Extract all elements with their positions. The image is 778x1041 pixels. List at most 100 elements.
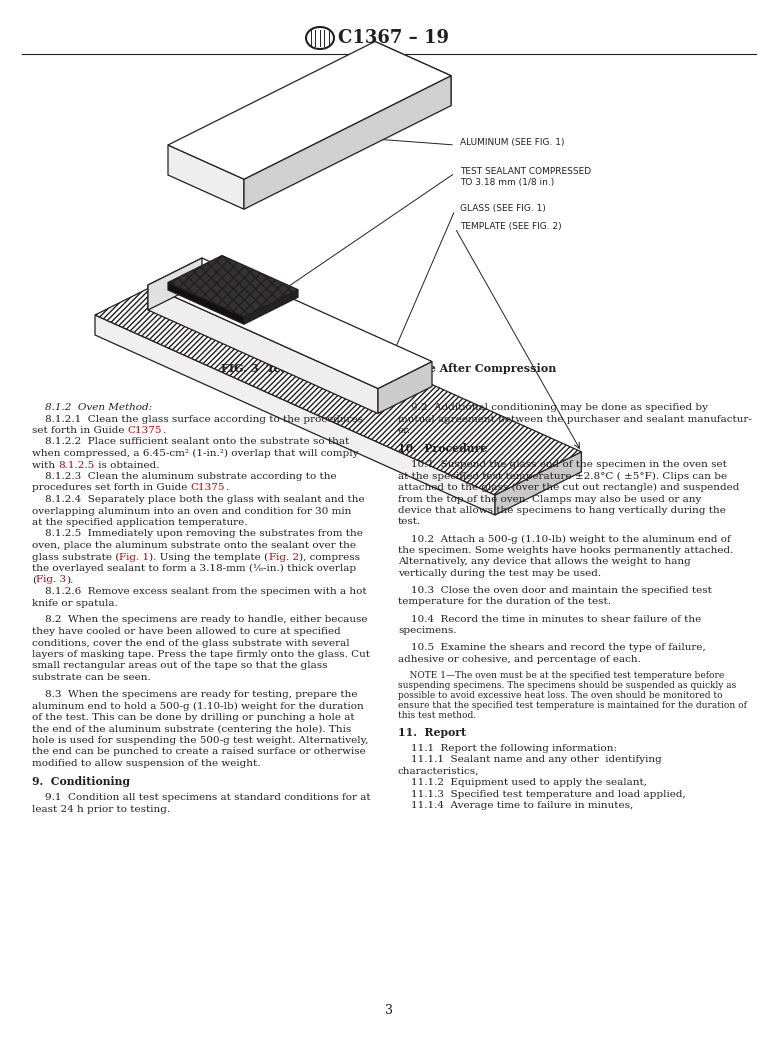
Text: C1375: C1375 [191, 483, 225, 492]
Text: procedures set forth in Guide: procedures set forth in Guide [32, 483, 191, 492]
Text: aluminum end to hold a 500-g (1.10-lb) weight for the duration: aluminum end to hold a 500-g (1.10-lb) w… [32, 702, 364, 711]
Text: hole is used for suspending the 500-g test weight. Alternatively,: hole is used for suspending the 500-g te… [32, 736, 368, 745]
Text: Fig. 2: Fig. 2 [268, 553, 299, 561]
Text: vertically during the test may be used.: vertically during the test may be used. [398, 569, 601, 578]
Text: at the specified test temperature ±2.8°C ( ±5°F). Clips can be: at the specified test temperature ±2.8°C… [398, 472, 727, 481]
Text: 11.1.4  Average time to failure in minutes,: 11.1.4 Average time to failure in minute… [398, 802, 633, 810]
Text: 8.1.2.1  Clean the glass surface according to the procedures: 8.1.2.1 Clean the glass surface accordin… [32, 414, 363, 424]
Text: 10.1  Suspend the glass end of the specimen in the oven set: 10.1 Suspend the glass end of the specim… [398, 460, 727, 469]
Text: ). Using the template (: ). Using the template ( [149, 553, 268, 562]
Text: ), compress: ), compress [299, 553, 359, 562]
Text: NOTE 1—The oven must be at the specified test temperature before: NOTE 1—The oven must be at the specified… [398, 671, 724, 681]
Text: 11.1.3  Specified test temperature and load applied,: 11.1.3 Specified test temperature and lo… [398, 790, 685, 798]
Text: 8.1.2  Oven Method:: 8.1.2 Oven Method: [32, 403, 152, 412]
Polygon shape [168, 42, 451, 179]
Text: TEMPLATE (SEE FIG. 2): TEMPLATE (SEE FIG. 2) [460, 222, 562, 230]
Text: adhesive or cohesive, and percentage of each.: adhesive or cohesive, and percentage of … [398, 655, 641, 663]
Text: set forth in Guide: set forth in Guide [32, 426, 128, 435]
Text: C1375: C1375 [128, 426, 163, 435]
Text: of the test. This can be done by drilling or punching a hole at: of the test. This can be done by drillin… [32, 713, 355, 722]
Text: is obtained.: is obtained. [95, 460, 159, 469]
Text: TO 3.18 mm (1/8 in.): TO 3.18 mm (1/8 in.) [460, 178, 554, 187]
Text: (: ( [32, 576, 36, 584]
Text: device that allows the specimens to hang vertically during the: device that allows the specimens to hang… [398, 506, 726, 515]
Polygon shape [495, 452, 581, 515]
Text: 8.1.2.5  Immediately upon removing the substrates from the: 8.1.2.5 Immediately upon removing the su… [32, 530, 363, 538]
Text: mutual agreement between the purchaser and sealant manufactur-: mutual agreement between the purchaser a… [398, 414, 752, 424]
Text: Alternatively, any device that allows the weight to hang: Alternatively, any device that allows th… [398, 558, 691, 566]
Text: possible to avoid excessive heat loss. The oven should be monitored to: possible to avoid excessive heat loss. T… [398, 691, 723, 701]
Polygon shape [148, 285, 378, 413]
Text: knife or spatula.: knife or spatula. [32, 599, 117, 608]
Text: suspending specimens. The specimens should be suspended as quickly as: suspending specimens. The specimens shou… [398, 682, 736, 690]
Polygon shape [148, 258, 432, 388]
Polygon shape [378, 361, 432, 413]
Text: 8.1.2.4  Separately place both the glass with sealant and the: 8.1.2.4 Separately place both the glass … [32, 496, 365, 504]
Text: 8.2  When the specimens are ready to handle, either because: 8.2 When the specimens are ready to hand… [32, 615, 367, 625]
Text: the specimen. Some weights have hooks permanently attached.: the specimen. Some weights have hooks pe… [398, 545, 734, 555]
Text: with: with [32, 460, 58, 469]
Text: at the specified application temperature.: at the specified application temperature… [32, 518, 247, 527]
Text: specimens.: specimens. [398, 626, 457, 635]
Text: Fig. 3: Fig. 3 [36, 576, 66, 584]
Text: 10.2  Attach a 500-g (1.10-lb) weight to the aluminum end of: 10.2 Attach a 500-g (1.10-lb) weight to … [398, 534, 731, 543]
Text: 8.3  When the specimens are ready for testing, prepare the: 8.3 When the specimens are ready for tes… [32, 690, 358, 699]
Text: 10.  Procedure: 10. Procedure [398, 443, 487, 454]
Text: test.: test. [398, 517, 421, 527]
Text: 11.1  Report the following information:: 11.1 Report the following information: [398, 744, 617, 753]
Text: GLASS (SEE FIG. 1): GLASS (SEE FIG. 1) [460, 203, 546, 212]
Text: 9.  Conditioning: 9. Conditioning [32, 776, 130, 787]
Polygon shape [168, 255, 298, 316]
Text: er.: er. [398, 426, 412, 435]
Polygon shape [244, 76, 451, 209]
Text: attached to the glass (over the cut out rectangle) and suspended: attached to the glass (over the cut out … [398, 483, 739, 492]
Text: ).: ). [66, 576, 74, 584]
Text: 8.1.2.3  Clean the aluminum substrate according to the: 8.1.2.3 Clean the aluminum substrate acc… [32, 472, 337, 481]
Text: layers of masking tape. Press the tape firmly onto the glass. Cut: layers of masking tape. Press the tape f… [32, 650, 370, 659]
Text: temperature for the duration of the test.: temperature for the duration of the test… [398, 598, 611, 607]
Text: oven, place the aluminum substrate onto the sealant over the: oven, place the aluminum substrate onto … [32, 541, 356, 550]
Text: this test method.: this test method. [398, 711, 476, 720]
Text: Fig. 1: Fig. 1 [119, 553, 149, 561]
Text: 3: 3 [385, 1004, 393, 1016]
Text: from the top of the oven. Clamps may also be used or any: from the top of the oven. Clamps may als… [398, 494, 702, 504]
Text: 11.  Report: 11. Report [398, 727, 466, 738]
Polygon shape [168, 282, 244, 324]
Text: 10.5  Examine the shears and record the type of failure,: 10.5 Examine the shears and record the t… [398, 643, 706, 652]
Text: C1367 – 19: C1367 – 19 [338, 29, 449, 47]
Text: least 24 h prior to testing.: least 24 h prior to testing. [32, 805, 170, 813]
Text: TEST SEALANT COMPRESSED: TEST SEALANT COMPRESSED [460, 167, 591, 176]
Text: 8.1.2.2  Place sufficient sealant onto the substrate so that: 8.1.2.2 Place sufficient sealant onto th… [32, 437, 349, 447]
Text: substrate can be seen.: substrate can be seen. [32, 672, 151, 682]
Text: the end of the aluminum substrate (centering the hole). This: the end of the aluminum substrate (cente… [32, 725, 351, 734]
Text: ensure that the specified test temperature is maintained for the duration of: ensure that the specified test temperatu… [398, 702, 747, 710]
Polygon shape [244, 289, 298, 324]
Text: characteristics,: characteristics, [398, 767, 479, 776]
Text: the end can be punched to create a raised surface or otherwise: the end can be punched to create a raise… [32, 747, 366, 757]
Polygon shape [375, 42, 451, 106]
Text: 11.1.1  Sealant name and any other  identifying: 11.1.1 Sealant name and any other identi… [398, 756, 662, 764]
Text: conditions, cover the end of the glass substrate with several: conditions, cover the end of the glass s… [32, 638, 349, 648]
Polygon shape [168, 145, 244, 209]
Text: 10.3  Close the oven door and maintain the specified test: 10.3 Close the oven door and maintain th… [398, 586, 712, 595]
Text: 9.1  Condition all test specimens at standard conditions for at: 9.1 Condition all test specimens at stan… [32, 793, 370, 802]
Polygon shape [95, 315, 495, 515]
Text: small rectangular areas out of the tape so that the glass: small rectangular areas out of the tape … [32, 661, 328, 670]
Text: ALUMINUM (SEE FIG. 1): ALUMINUM (SEE FIG. 1) [460, 138, 565, 148]
Polygon shape [95, 272, 581, 496]
Text: 8.1.2.5: 8.1.2.5 [58, 460, 95, 469]
Text: overlapping aluminum into an oven and condition for 30 min: overlapping aluminum into an oven and co… [32, 507, 352, 515]
Polygon shape [148, 258, 202, 310]
Text: FIG. 3  Test Assembly on Template After Compression: FIG. 3 Test Assembly on Template After C… [221, 362, 557, 374]
Text: .: . [163, 426, 166, 435]
Text: 10.4  Record the time in minutes to shear failure of the: 10.4 Record the time in minutes to shear… [398, 614, 701, 624]
Text: they have cooled or have been allowed to cure at specified: they have cooled or have been allowed to… [32, 627, 341, 636]
Text: when compressed, a 6.45-cm² (1-in.²) overlap that will comply: when compressed, a 6.45-cm² (1-in.²) ove… [32, 449, 359, 458]
Text: modified to allow suspension of the weight.: modified to allow suspension of the weig… [32, 759, 261, 768]
Text: .: . [225, 483, 229, 492]
Text: 9.2  Additional conditioning may be done as specified by: 9.2 Additional conditioning may be done … [398, 403, 708, 412]
Text: glass substrate (: glass substrate ( [32, 553, 119, 562]
Text: the overlayed sealant to form a 3.18-mm (⅛-in.) thick overlap: the overlayed sealant to form a 3.18-mm … [32, 564, 356, 574]
Text: 8.1.2.6  Remove excess sealant from the specimen with a hot: 8.1.2.6 Remove excess sealant from the s… [32, 587, 366, 596]
Text: 11.1.2  Equipment used to apply the sealant,: 11.1.2 Equipment used to apply the seala… [398, 779, 647, 787]
